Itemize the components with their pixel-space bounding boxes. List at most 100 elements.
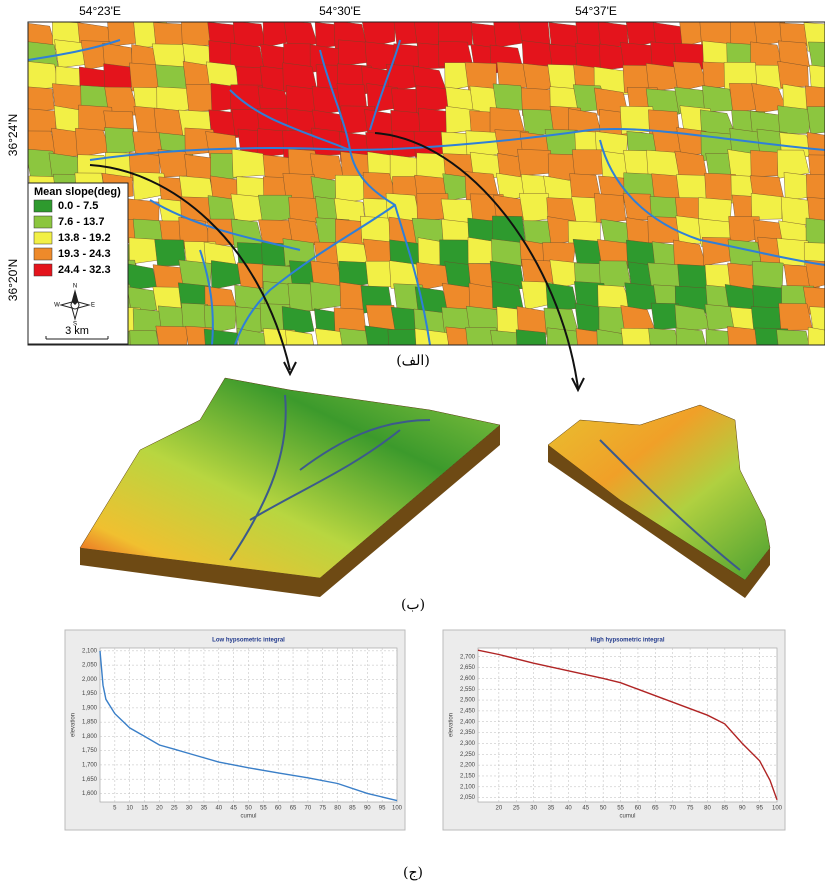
compass-w: W [54,303,60,309]
x-tick-label: 65 [290,806,297,812]
y-tick-label: 1,900 [82,705,98,711]
map-patch [127,264,157,290]
slope-map [22,17,825,382]
y-tick-label: 1,950 [82,691,98,697]
map-patch [780,352,812,381]
x-tick-label: 75 [687,806,694,812]
map-patch [647,352,682,382]
lon-label: 54°30'E [319,4,361,18]
y-tick-label: 2,500 [460,698,476,704]
map-patch [471,353,503,382]
legend-swatch [34,248,52,260]
y-tick-label: 1,650 [82,777,98,783]
x-tick-label: 25 [513,806,520,812]
x-tick-label: 80 [704,806,711,812]
map-patch [106,352,140,382]
y-axis-label: elevation [449,713,455,737]
x-tick-label: 45 [230,806,237,812]
lat-label: 36°20'N [6,259,20,301]
x-tick-label: 85 [349,806,356,812]
x-tick-label: 30 [186,806,193,812]
map-patch [517,149,551,176]
map-patch [335,348,369,375]
map-patch [751,193,782,219]
y-axis-label: elevation [71,713,77,737]
scale-label: 3 km [65,325,89,337]
map-patch [674,352,707,382]
map-patch [808,347,825,376]
legend-label: 13.8 - 19.2 [58,232,111,244]
x-tick-label: 60 [635,806,642,812]
y-tick-label: 2,250 [460,752,476,758]
map-patch [496,352,529,380]
map-patch [156,326,188,353]
x-tick-label: 20 [156,806,163,812]
map-patch [522,351,554,379]
y-tick-label: 1,850 [82,720,98,726]
terrain-block-right [548,405,770,598]
x-tick-label: 15 [141,806,148,812]
map-patch [365,353,398,381]
map-patch [702,85,734,111]
lat-label: 36°24'N [6,114,20,156]
map-patch [777,330,811,357]
chart-title: High hypsometric integral [590,638,664,644]
legend-swatch [34,264,52,276]
map-patch [676,328,708,358]
map-patch [594,193,626,223]
figure: 54°23'E 54°30'E 54°37'E 36°24'N 36°20'N … [0,0,825,883]
legend-label: 24.4 - 32.3 [58,264,111,276]
map-patch [438,349,472,379]
y-tick-label: 2,350 [460,730,476,736]
x-tick-label: 85 [722,806,729,812]
chart-title: Low hypsometric integral [212,638,285,644]
legend-swatch [34,200,52,212]
map-patch [547,353,578,382]
map-patch [128,348,164,375]
map-patch [185,350,219,378]
y-tick-label: 2,150 [460,774,476,780]
x-axis-label: cumul [619,814,635,820]
line-chart: High hypsometric integral2,0502,1002,150… [443,630,785,830]
map-patch [160,348,196,378]
caption: (ج) [403,865,423,881]
x-tick-label: 20 [496,806,503,812]
map-patch [779,303,813,330]
terrain-block-left [80,378,500,597]
y-tick-label: 2,550 [460,687,476,693]
map-patch [778,106,812,134]
map-patch [648,328,680,356]
legend-swatch [34,216,52,228]
x-tick-label: 100 [392,806,403,812]
x-tick-label: 95 [379,806,386,812]
map-patch [309,349,345,377]
x-tick-label: 50 [245,806,252,812]
y-tick-label: 1,700 [82,763,98,769]
x-tick-label: 35 [201,806,208,812]
map-patch [52,348,83,375]
map-patch [310,282,344,310]
caption: (الف) [396,353,430,369]
y-tick-label: 2,050 [82,663,98,669]
y-tick-label: 2,600 [460,676,476,682]
map-patch [235,347,270,375]
map-patch [807,107,825,134]
x-tick-label: 80 [334,806,341,812]
y-tick-label: 2,450 [460,708,476,714]
map-patch [232,149,267,177]
legend-label: 19.3 - 24.3 [58,248,111,260]
map-patch [808,327,825,355]
x-tick-label: 55 [260,806,267,812]
map-patch [465,62,496,91]
x-tick-label: 90 [364,806,371,812]
y-tick-label: 2,300 [460,741,476,747]
y-tick-label: 2,200 [460,763,476,769]
map-patch [204,348,236,378]
x-tick-label: 50 [600,806,607,812]
line-chart: Low hypsometric integral 1,600 1,650 1,700 1… [65,630,405,830]
x-tick-label: 70 [305,806,312,812]
map-patch [547,328,581,358]
map-patch [621,305,655,331]
map-patch [22,86,54,113]
y-tick-label: 1,600 [82,791,98,797]
